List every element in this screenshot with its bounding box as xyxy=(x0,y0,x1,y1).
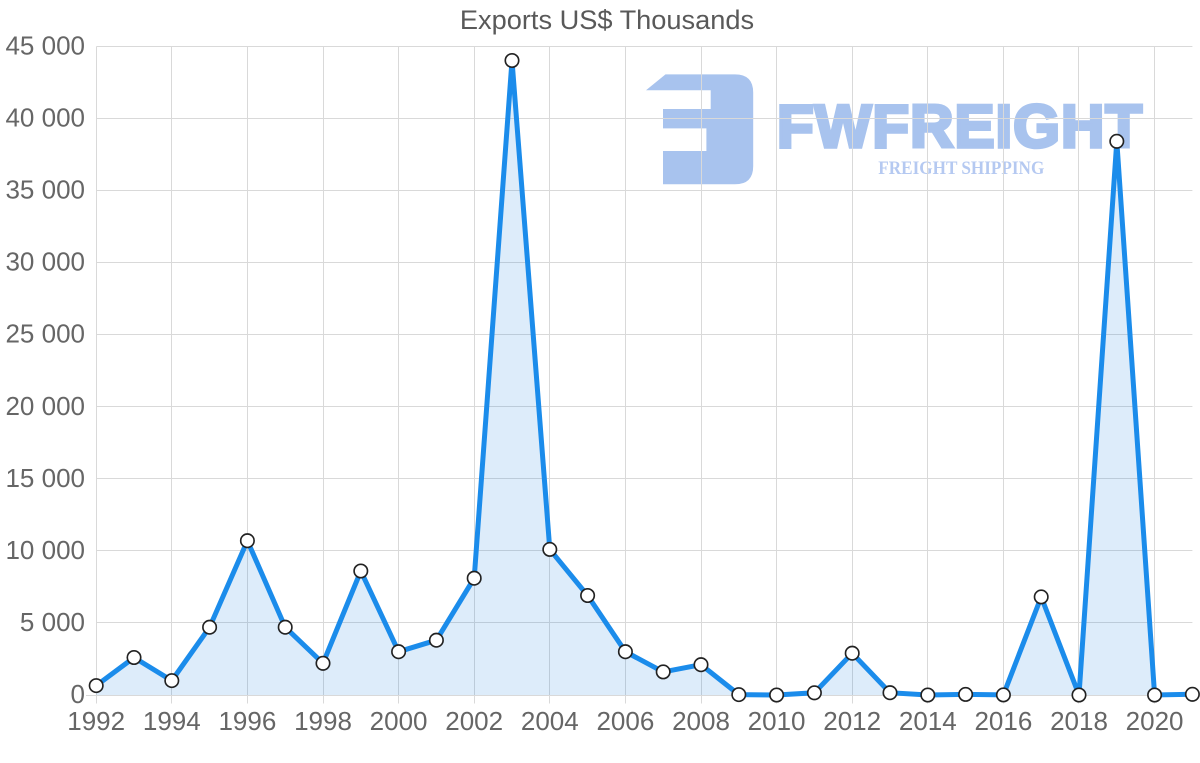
svg-text:10 000: 10 000 xyxy=(5,535,85,565)
svg-text:1996: 1996 xyxy=(218,706,276,736)
svg-text:2016: 2016 xyxy=(974,706,1032,736)
svg-text:FWFREIGHT: FWFREIGHT xyxy=(777,93,1142,160)
svg-text:45 000: 45 000 xyxy=(5,30,85,60)
svg-text:5 000: 5 000 xyxy=(20,607,85,637)
svg-text:2002: 2002 xyxy=(445,706,503,736)
svg-text:2020: 2020 xyxy=(1126,706,1184,736)
svg-text:2018: 2018 xyxy=(1050,706,1108,736)
svg-text:1992: 1992 xyxy=(67,706,125,736)
svg-text:20 000: 20 000 xyxy=(5,391,85,421)
svg-text:30 000: 30 000 xyxy=(5,247,85,277)
svg-text:2000: 2000 xyxy=(370,706,428,736)
svg-text:FREIGHT SHIPPING: FREIGHT SHIPPING xyxy=(878,158,1044,179)
svg-text:40 000: 40 000 xyxy=(5,102,85,132)
svg-text:2014: 2014 xyxy=(899,706,957,736)
svg-text:35 000: 35 000 xyxy=(5,175,85,205)
svg-text:1998: 1998 xyxy=(294,706,352,736)
svg-text:2006: 2006 xyxy=(596,706,654,736)
svg-text:2012: 2012 xyxy=(823,706,881,736)
svg-text:15 000: 15 000 xyxy=(5,463,85,493)
svg-text:25 000: 25 000 xyxy=(5,319,85,349)
svg-text:0: 0 xyxy=(71,679,85,709)
svg-text:2008: 2008 xyxy=(672,706,730,736)
svg-text:Exports US$ Thousands: Exports US$ Thousands xyxy=(460,4,754,35)
svg-text:2004: 2004 xyxy=(521,706,579,736)
svg-text:1994: 1994 xyxy=(143,706,201,736)
svg-text:2010: 2010 xyxy=(748,706,806,736)
